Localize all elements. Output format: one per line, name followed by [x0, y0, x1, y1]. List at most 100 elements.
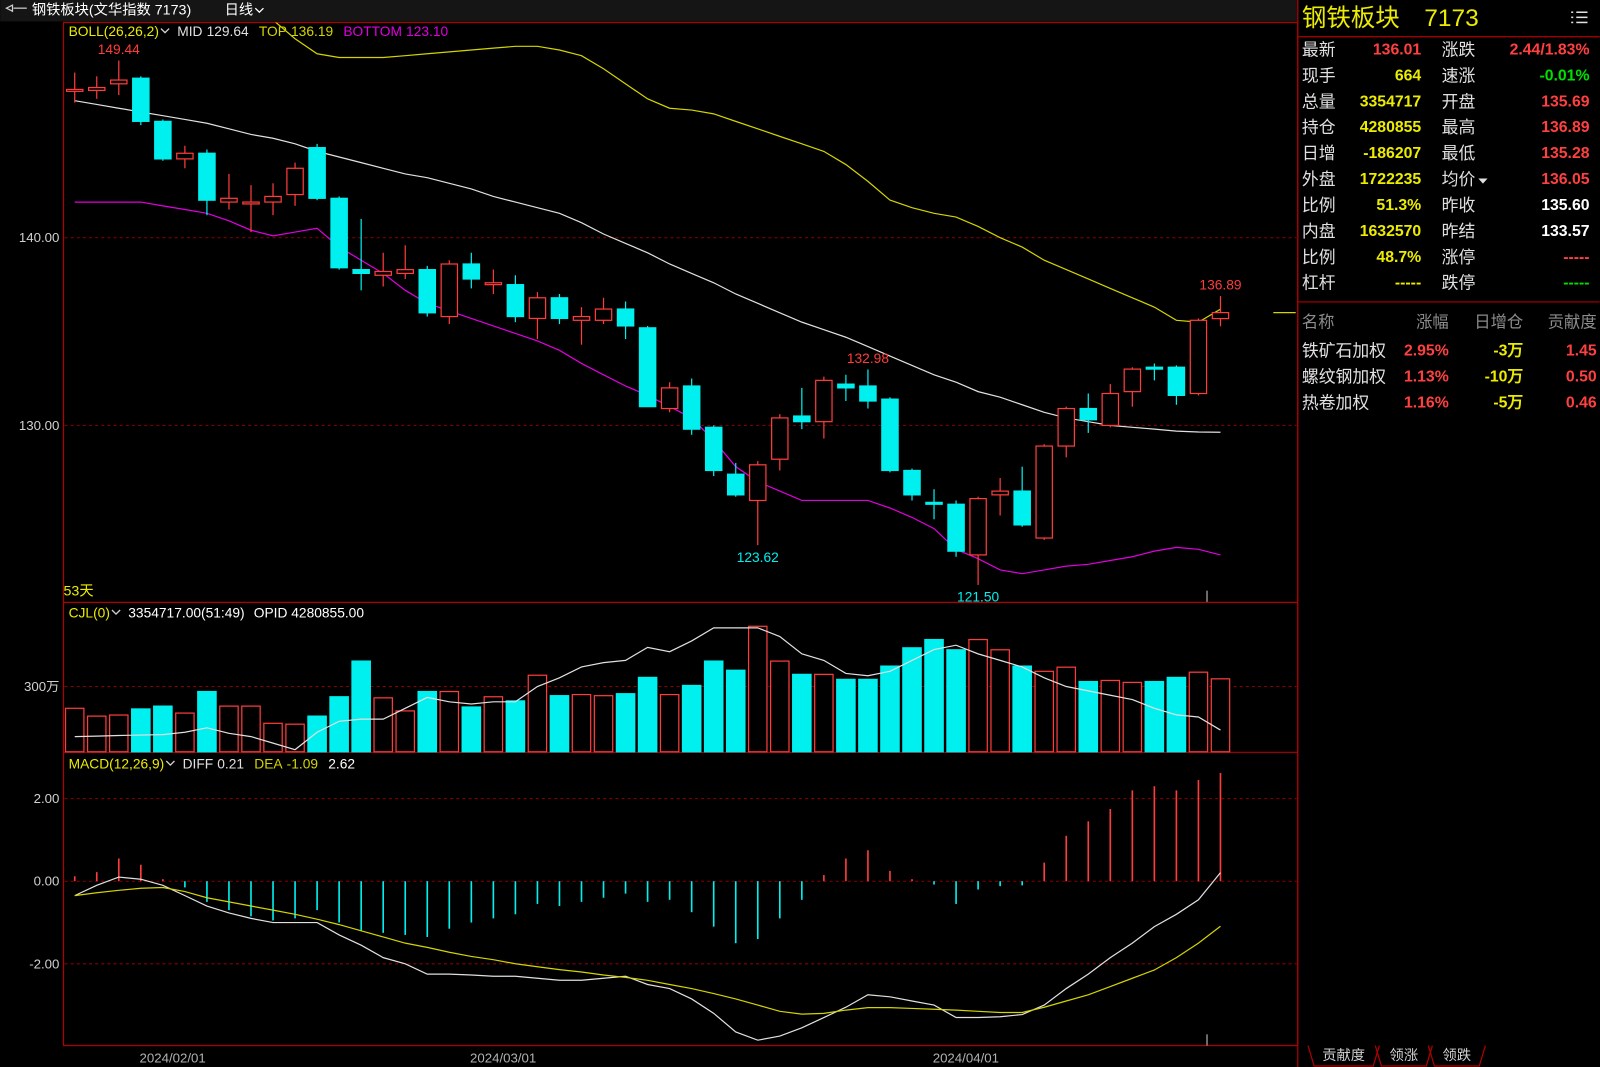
legend-name: BOTTOM — [343, 24, 402, 39]
indicator-readout: 3354717.00(51:49) — [128, 606, 244, 621]
candle-body — [771, 417, 789, 460]
quote-value: 136.89 — [1541, 119, 1590, 136]
candle-body — [154, 120, 172, 160]
volume-bar — [1012, 665, 1032, 753]
indicator-line — [274, 22, 1221, 323]
table-cell[interactable]: 0.50 — [1566, 368, 1597, 385]
quote-value: 135.69 — [1541, 93, 1590, 110]
candle-body — [1013, 490, 1031, 526]
low-label: 121.50 — [957, 590, 999, 605]
candle-body — [1079, 407, 1098, 421]
quote-value: 135.60 — [1541, 197, 1590, 214]
quote-value: 1722235 — [1360, 171, 1422, 188]
volume-bar — [1144, 680, 1165, 753]
tab[interactable] — [1307, 1045, 1380, 1067]
volume-bar — [131, 708, 151, 753]
quote-value: 4280855 — [1360, 119, 1422, 136]
table-cell[interactable]: 1.13% — [1404, 368, 1449, 385]
quote-value: 133.57 — [1541, 223, 1590, 240]
legend-value: 123.10 — [406, 24, 448, 39]
indicator-line — [74, 872, 1221, 1041]
candle-body — [396, 269, 415, 274]
y-tick-label: 300万 — [24, 679, 59, 694]
quote-label: 最低 — [1442, 144, 1476, 163]
candle-body — [881, 398, 899, 472]
table-cell[interactable]: 1.45 — [1566, 342, 1597, 359]
dropdown-icon[interactable] — [165, 760, 175, 766]
table-cell[interactable]: 热卷加权 — [1302, 393, 1369, 412]
volume-bar — [417, 690, 438, 753]
volume-bar — [285, 723, 305, 753]
dropdown-icon[interactable] — [111, 609, 121, 616]
tab-label[interactable]: 领跌 — [1443, 1047, 1472, 1064]
table-cell[interactable]: 1.16% — [1404, 394, 1449, 411]
volume-bar — [593, 695, 614, 753]
legend-name: DIFF — [183, 757, 214, 772]
quote-value: 136.05 — [1541, 171, 1590, 188]
quote-label: 速涨 — [1442, 66, 1476, 85]
tab[interactable] — [1374, 1045, 1433, 1067]
volume-bar — [1034, 670, 1054, 753]
volume-bar — [1122, 681, 1143, 753]
volume-bar — [858, 678, 878, 753]
header-icon[interactable] — [5, 4, 27, 13]
quote-label: 比例 — [1302, 196, 1336, 215]
tab-label[interactable]: 贡献度 — [1322, 1047, 1365, 1064]
volume-bar — [571, 693, 592, 753]
header-title: 钢铁板块(文华指数 7173) — [32, 2, 191, 19]
y-tick-label: 2.00 — [34, 791, 60, 806]
quote-label: 跌停 — [1442, 274, 1476, 293]
table-cell[interactable]: 铁矿石加权 — [1302, 341, 1386, 360]
candle-body — [969, 498, 987, 556]
dropdown-icon[interactable] — [254, 7, 264, 14]
quote-label: 最新 — [1302, 40, 1336, 59]
quote-label: 日增 — [1302, 144, 1336, 163]
candle-body — [947, 503, 965, 552]
tab[interactable] — [1427, 1045, 1486, 1067]
table-header: 日增仓 — [1474, 313, 1523, 331]
table-cell[interactable]: -3万 — [1493, 342, 1523, 359]
volume-bar — [373, 697, 393, 753]
period-selector[interactable]: 日线 — [225, 2, 254, 19]
header-bar — [0, 0, 1298, 22]
volume-bar — [1078, 680, 1099, 753]
quote-value: 3354717 — [1360, 93, 1422, 110]
table-header: 名称 — [1302, 313, 1335, 331]
x-tick-label: 2024/03/01 — [470, 1050, 536, 1065]
volume-bar — [439, 690, 460, 753]
table-cell[interactable]: 螺纹钢加权 — [1302, 367, 1386, 386]
table-cell[interactable]: -5万 — [1493, 394, 1523, 411]
indicator-line — [74, 886, 1221, 1015]
volume-bar — [395, 710, 416, 753]
candle-body — [748, 464, 767, 502]
volume-bar — [615, 693, 636, 753]
menu-icon[interactable] — [1571, 11, 1588, 24]
volume-bar — [527, 674, 548, 753]
candle-body — [572, 315, 591, 321]
dropdown-icon[interactable] — [160, 28, 170, 34]
candle-body — [110, 79, 128, 85]
quote-label: 最高 — [1442, 118, 1476, 137]
volume-bar — [725, 669, 746, 753]
dropdown-icon[interactable] — [1478, 178, 1488, 184]
candle-body — [87, 86, 106, 91]
quote-value: 51.3% — [1376, 197, 1421, 214]
table-cell[interactable]: 0.46 — [1566, 394, 1597, 411]
candle-body — [594, 308, 613, 321]
candle-body — [462, 263, 481, 280]
quote-value: ----- — [1395, 275, 1421, 292]
table-cell[interactable]: -10万 — [1485, 368, 1524, 385]
table-header: 贡献度 — [1548, 313, 1597, 331]
x-tick-label: 2024/02/01 — [139, 1050, 205, 1065]
indicator-label: CJL(0) — [69, 606, 110, 621]
quote-value: ----- — [1563, 249, 1589, 266]
candle-body — [726, 473, 745, 496]
candle-body — [704, 426, 723, 472]
table-cell[interactable]: 2.95% — [1404, 342, 1449, 359]
candle-body — [1167, 366, 1186, 396]
candle-body — [793, 415, 811, 423]
quote-value: 1632570 — [1360, 223, 1422, 240]
candle-body — [528, 297, 547, 320]
tab-label[interactable]: 领涨 — [1390, 1047, 1419, 1064]
